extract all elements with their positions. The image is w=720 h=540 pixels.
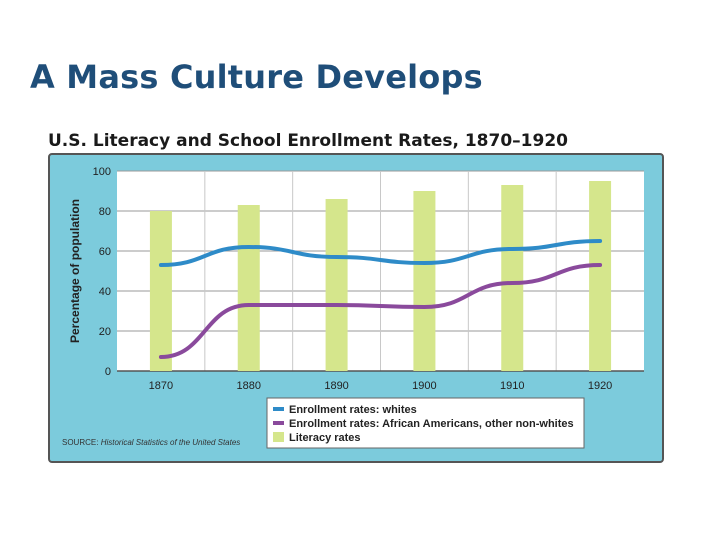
x-tick-label: 1920 (588, 380, 612, 392)
y-tick-label: 80 (99, 206, 111, 218)
grid (117, 170, 644, 372)
y-tick-label: 0 (105, 366, 111, 378)
x-tick-labels: 1870 1880 1890 1900 1910 1920 (149, 380, 613, 392)
series-line-nonwhites (158, 263, 603, 359)
literacy-bar (413, 191, 436, 371)
slide-title: A Mass Culture Develops (30, 58, 483, 96)
x-tick-label: 1870 (149, 380, 173, 392)
legend: Enrollment rates: whites Enrollment rate… (266, 397, 585, 449)
legend-swatch-literacy (273, 432, 284, 442)
literacy-bar (501, 185, 524, 371)
y-tick-label: 100 (93, 166, 111, 178)
series-line-whites (158, 239, 603, 267)
y-tick-labels: 0 20 40 60 80 100 (93, 166, 111, 378)
source-title: Historical Statistics of the United Stat… (101, 438, 241, 447)
legend-label-nonwhites: Enrollment rates: African Americans, oth… (289, 418, 574, 430)
x-tick-label: 1880 (237, 380, 261, 392)
x-tick-label: 1900 (412, 380, 436, 392)
x-tick-label: 1910 (500, 380, 524, 392)
literacy-bar (237, 205, 260, 371)
literacy-bar (149, 211, 172, 371)
legend-box (266, 397, 585, 449)
y-axis-label: Percentage of population (68, 199, 82, 343)
legend-label-literacy: Literacy rates (289, 432, 361, 444)
legend-swatch-nonwhites (273, 421, 284, 425)
legend-label-whites: Enrollment rates: whites (289, 404, 417, 416)
y-tick-label: 40 (99, 286, 111, 298)
y-tick-label: 60 (99, 246, 111, 258)
chart-title: U.S. Literacy and School Enrollment Rate… (48, 131, 568, 151)
literacy-bar (325, 199, 348, 371)
source-note: SOURCE: Historical Statistics of the Uni… (62, 438, 240, 447)
x-tick-label: 1890 (324, 380, 348, 392)
legend-swatch-whites (273, 407, 284, 411)
source-label: SOURCE: (62, 438, 98, 447)
literacy-bars (149, 181, 612, 371)
literacy-bar (589, 181, 612, 371)
enrollment-lines (158, 239, 603, 359)
y-tick-label: 20 (99, 326, 111, 338)
